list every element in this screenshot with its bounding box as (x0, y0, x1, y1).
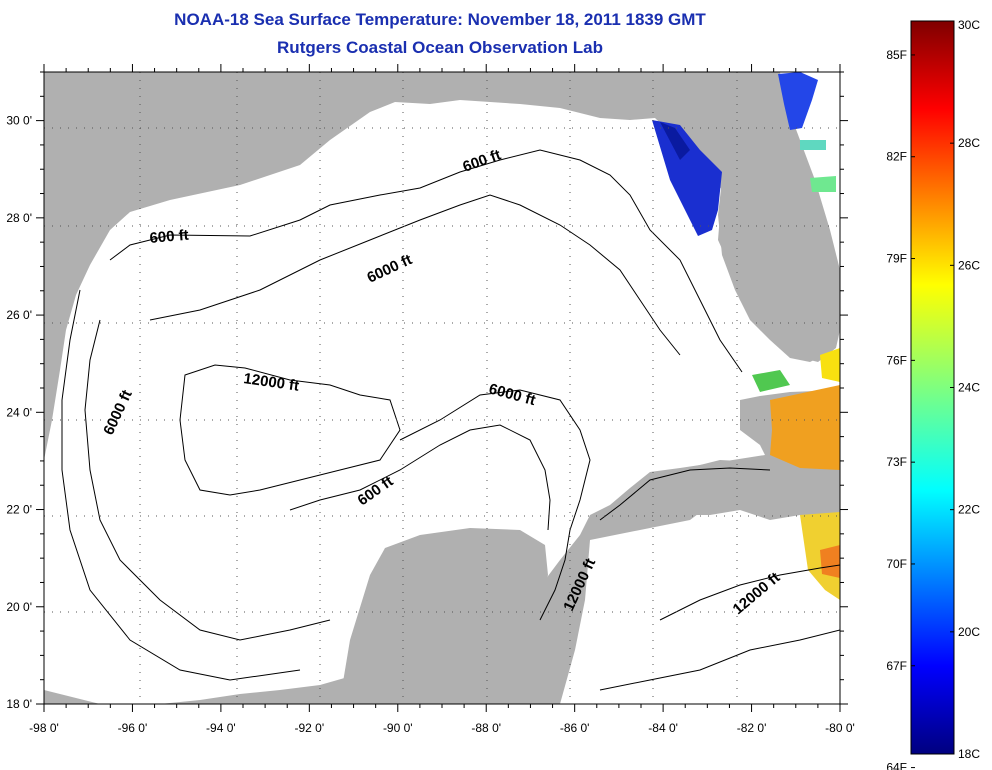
lon-label: -88 0' (471, 721, 501, 735)
colorbar-celsius-label: 26C (958, 258, 980, 272)
sst-patch-cuba-orange (820, 545, 840, 578)
contour-12000ft (179, 364, 401, 496)
contour-600ft-north (109, 149, 743, 373)
lon-label: -96 0' (118, 721, 148, 735)
lon-label: -94 0' (206, 721, 236, 735)
lat-label: 22 0' (6, 503, 32, 517)
lat-label: 26 0' (6, 308, 32, 322)
latitude-axis: 18 0' 20 0' 22 0' 24 0' 26 0' 28 0' 30 0' (6, 71, 848, 711)
cuba-land (640, 460, 840, 515)
colorbar (910, 20, 955, 755)
lon-label: -80 0' (825, 721, 855, 735)
contour-12000ft-channel (599, 467, 771, 521)
bahamas-islet (770, 190, 778, 196)
sst-patch-keys-green (752, 370, 790, 392)
lon-label: -84 0' (648, 721, 678, 735)
depth-contours (61, 149, 840, 691)
lat-label: 20 0' (6, 600, 32, 614)
colorbar-celsius-label: 30C (958, 18, 980, 32)
colorbar-celsius-label: 20C (958, 625, 980, 639)
colorbar-celsius-label: 28C (958, 136, 980, 150)
contour-6000ft-west (84, 319, 331, 641)
contour-6000ft-north (149, 194, 681, 356)
sst-patch-atlantic-cyan (800, 140, 826, 150)
colorbar-fahrenheit-label: 67F (886, 659, 907, 673)
lon-label: -92 0' (295, 721, 325, 735)
lon-label: -90 0' (383, 721, 413, 735)
longitude-axis: -98 0' -96 0' -94 0' -92 0' -90 0' -88 0' -86 … (29, 64, 855, 735)
yucatan-land (340, 528, 548, 700)
lat-label: 24 0' (6, 405, 32, 419)
sst-patch-straits-yellow (820, 348, 840, 382)
sst-patch-atlantic-north (778, 72, 818, 130)
colorbar-fahrenheit-label: 70F (886, 557, 907, 571)
sst-patch-big-bend (652, 120, 722, 236)
contour-12000ft-cayman (659, 564, 840, 621)
lon-label: -98 0' (29, 721, 59, 735)
lat-label: 28 0' (6, 211, 32, 225)
lon-label: -86 0' (560, 721, 590, 735)
colorbar-celsius-labels: 30C 28C 26C 24C 22C 20C 18C (950, 18, 980, 761)
sst-patch-big-bend-dark (660, 122, 690, 160)
sst-patch-atlantic-green (810, 176, 836, 192)
sst-patch-cuba-yellow (800, 512, 840, 600)
colorbar-celsius-label: 24C (958, 381, 980, 395)
florida-land (650, 72, 840, 362)
colorbar-fahrenheit-label: 82F (886, 150, 907, 164)
colorbar-fahrenheit-label: 79F (886, 252, 907, 266)
colorbar-fahrenheit-labels: 85F 82F 79F 76F 73F 70F 67F 64F (886, 48, 915, 770)
lat-label: 18 0' (6, 697, 32, 711)
colorbar-fahrenheit-label: 73F (886, 455, 907, 469)
colorbar-fahrenheit-label: 64F (886, 761, 907, 770)
map-area: 600 ft 6000 ft 12000 ft 6000 ft 6000 ft … (44, 72, 840, 704)
lat-label: 30 0' (6, 114, 32, 128)
bahamas-land (796, 262, 814, 280)
caribbean-water (560, 505, 840, 704)
contour-cayman-south (599, 629, 840, 691)
map-title: NOAA-18 Sea Surface Temperature: Novembe… (174, 10, 706, 29)
contour-6000ft-east (399, 389, 591, 621)
sst-patch-straits-orange (770, 385, 840, 470)
colorbar-celsius-label: 18C (958, 747, 980, 761)
contour-600ft-west (61, 289, 301, 681)
colorbar-fahrenheit-label: 76F (886, 353, 907, 367)
map-subtitle: Rutgers Coastal Ocean Observation Lab (277, 38, 603, 57)
gulf-water (44, 100, 840, 704)
colorbar-fahrenheit-label: 85F (886, 48, 907, 62)
lon-label: -82 0' (737, 721, 767, 735)
contour-600ft-campeche (289, 424, 551, 531)
colorbar-celsius-label: 22C (958, 503, 980, 517)
contour-label: 600 ft (149, 227, 190, 247)
